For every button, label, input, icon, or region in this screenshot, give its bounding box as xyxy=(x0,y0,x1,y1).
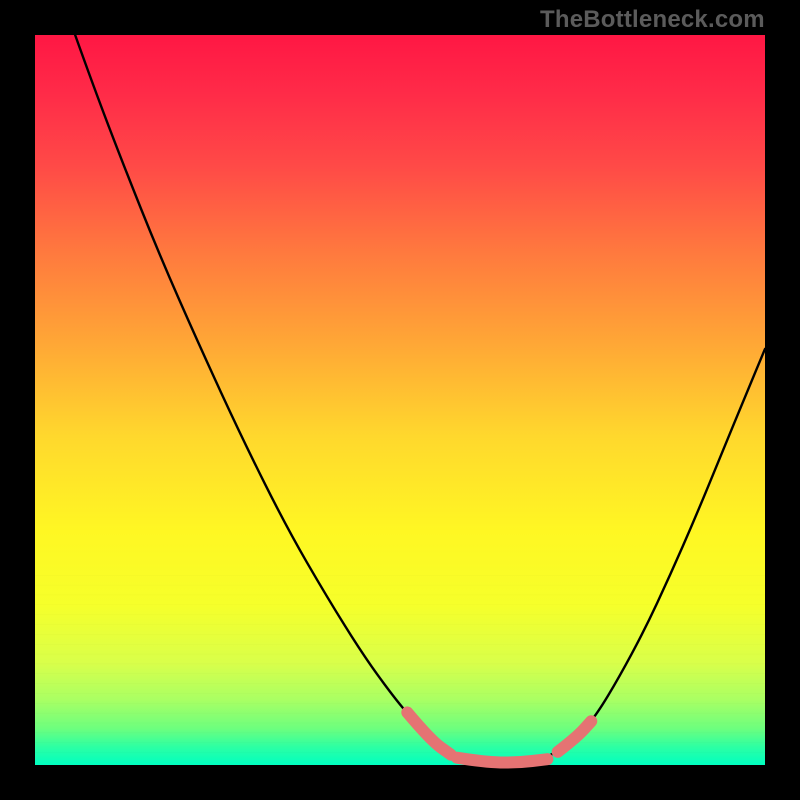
accent-segment xyxy=(457,758,548,763)
watermark-text: TheBottleneck.com xyxy=(540,6,765,34)
bottleneck-curve xyxy=(75,35,765,763)
chart-frame: TheBottleneck.com xyxy=(0,0,800,800)
accent-segment xyxy=(558,721,592,752)
plot-area xyxy=(35,35,765,765)
accent-segment xyxy=(407,712,451,754)
accent-marks xyxy=(407,712,591,762)
curve-layer xyxy=(35,35,765,765)
